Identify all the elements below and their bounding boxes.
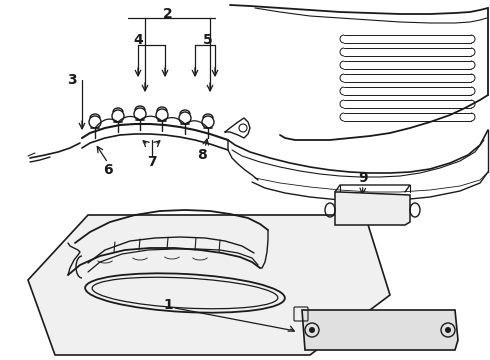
Text: 3: 3	[67, 73, 77, 87]
Text: 5: 5	[203, 33, 213, 47]
Text: 8: 8	[197, 148, 207, 162]
Text: 2: 2	[163, 7, 173, 21]
Text: 4: 4	[133, 33, 143, 47]
Circle shape	[445, 327, 451, 333]
Text: 9: 9	[358, 171, 368, 185]
Polygon shape	[335, 192, 410, 225]
Text: 6: 6	[103, 163, 113, 177]
Text: PONTIAC: PONTIAC	[360, 204, 384, 210]
Circle shape	[309, 327, 315, 333]
Polygon shape	[28, 215, 390, 355]
Polygon shape	[302, 310, 458, 350]
Text: 7: 7	[147, 155, 157, 169]
Text: 1: 1	[163, 298, 173, 312]
